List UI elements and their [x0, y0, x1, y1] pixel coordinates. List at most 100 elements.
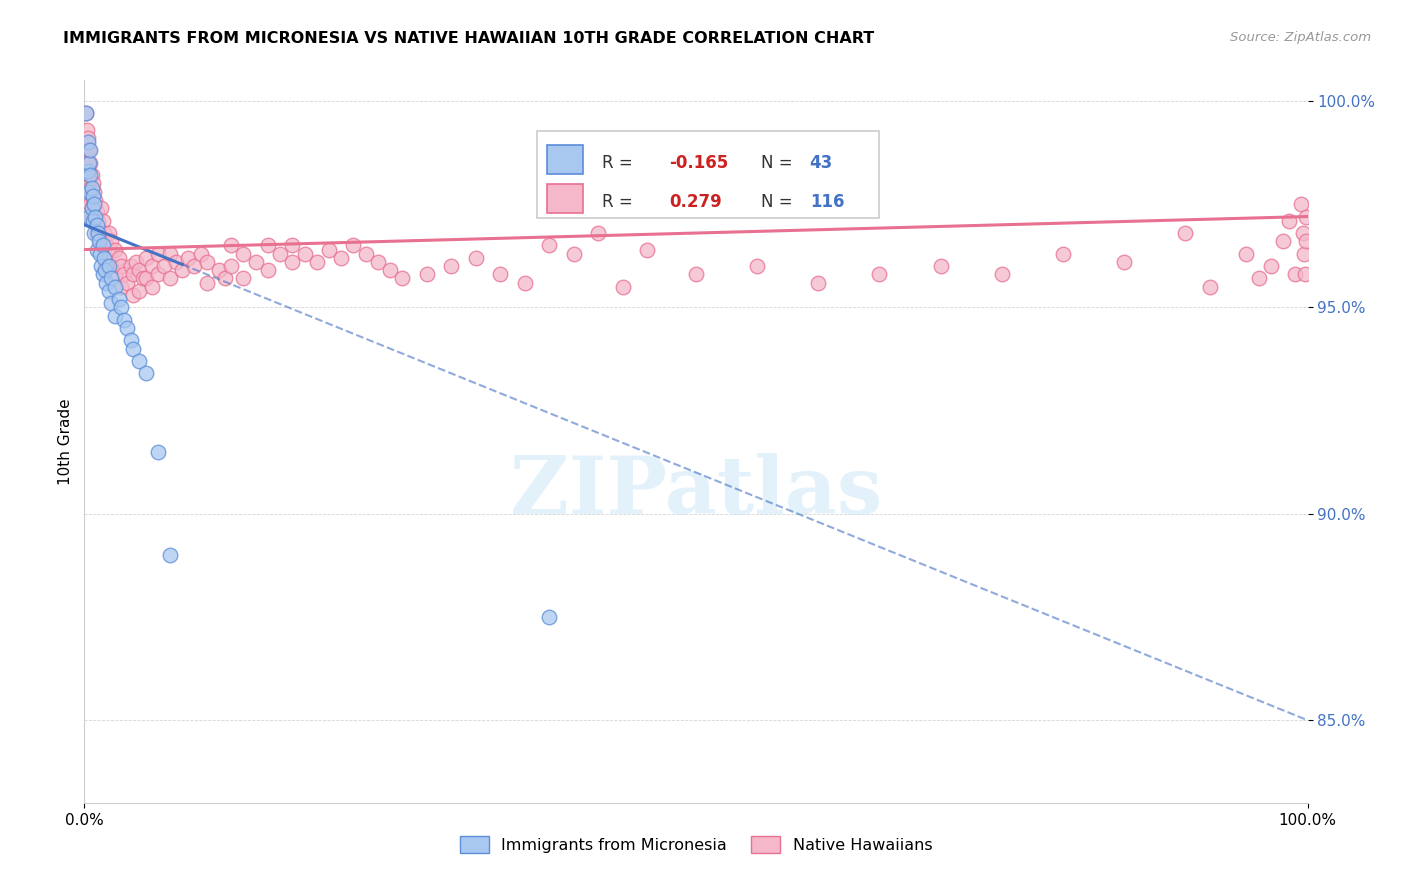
Point [1278, 213, 1301, 227]
Point [219, 238, 242, 252]
Point [489, 268, 512, 282]
Point [183, 259, 205, 273]
Point [80, 180, 103, 194]
Point [107, 251, 129, 265]
Point [128, 354, 150, 368]
Point [93, 251, 115, 265]
Point [77, 168, 100, 182]
Point [1247, 271, 1270, 285]
Point [513, 276, 536, 290]
Point [636, 243, 658, 257]
Point [115, 321, 138, 335]
Legend: Immigrants from Micronesia, Native Hawaiians: Immigrants from Micronesia, Native Hawai… [453, 830, 939, 860]
Point [1291, 197, 1313, 211]
Point [86, 218, 108, 232]
Point [100, 235, 122, 249]
Point [77, 131, 100, 145]
Point [83, 185, 105, 199]
Point [83, 226, 105, 240]
Point [83, 197, 105, 211]
Point [380, 263, 402, 277]
Point [104, 279, 127, 293]
Point [91, 268, 114, 282]
Text: 43: 43 [810, 154, 832, 172]
Point [464, 251, 486, 265]
FancyBboxPatch shape [537, 131, 880, 218]
Point [77, 210, 100, 224]
Point [294, 246, 316, 260]
Point [991, 268, 1014, 282]
Point [83, 210, 105, 224]
Point [929, 259, 952, 273]
Point [153, 259, 176, 273]
Point [79, 144, 101, 158]
Point [110, 279, 132, 293]
Point [100, 259, 122, 273]
Point [77, 144, 100, 158]
Point [342, 238, 364, 252]
Point [257, 238, 280, 252]
Point [76, 123, 98, 137]
Point [281, 255, 304, 269]
Point [87, 213, 110, 227]
Point [1236, 246, 1258, 260]
Point [1174, 226, 1197, 240]
Point [104, 243, 127, 257]
Point [122, 268, 145, 282]
Point [107, 292, 129, 306]
Point [416, 268, 439, 282]
Point [97, 284, 120, 298]
Point [159, 271, 181, 285]
Y-axis label: 10th Grade: 10th Grade [58, 398, 73, 485]
Point [93, 226, 115, 240]
Point [219, 259, 242, 273]
Point [135, 251, 157, 265]
Point [84, 210, 107, 224]
Point [77, 164, 100, 178]
Point [87, 226, 110, 240]
Point [1052, 246, 1074, 260]
Text: 0.279: 0.279 [669, 194, 721, 211]
Text: 116: 116 [810, 194, 844, 211]
Point [82, 189, 104, 203]
Point [1198, 279, 1220, 293]
Point [77, 156, 100, 170]
Point [869, 268, 891, 282]
Point [257, 263, 280, 277]
Point [132, 271, 155, 285]
Point [79, 168, 101, 182]
Point [97, 226, 120, 240]
Text: N =: N = [761, 154, 797, 172]
Point [1292, 246, 1315, 260]
Point [79, 197, 101, 211]
Point [96, 276, 118, 290]
Point [82, 177, 104, 191]
Point [77, 185, 100, 199]
Text: -0.165: -0.165 [669, 154, 728, 172]
Point [77, 135, 100, 149]
Point [1294, 268, 1316, 282]
Point [141, 279, 163, 293]
Point [562, 246, 585, 260]
Point [76, 144, 98, 158]
Point [269, 246, 291, 260]
Point [1295, 235, 1317, 249]
Point [79, 180, 101, 194]
Point [146, 246, 169, 260]
Point [91, 213, 114, 227]
Point [135, 271, 157, 285]
Point [128, 263, 150, 277]
Point [159, 246, 181, 260]
Point [75, 106, 97, 120]
Point [104, 309, 127, 323]
Point [165, 255, 187, 269]
Point [305, 255, 328, 269]
Point [86, 243, 108, 257]
Point [80, 189, 103, 203]
Point [110, 301, 132, 315]
Point [86, 226, 108, 240]
Point [110, 259, 132, 273]
Point [97, 259, 120, 273]
Text: N =: N = [761, 194, 797, 211]
Point [122, 342, 145, 356]
